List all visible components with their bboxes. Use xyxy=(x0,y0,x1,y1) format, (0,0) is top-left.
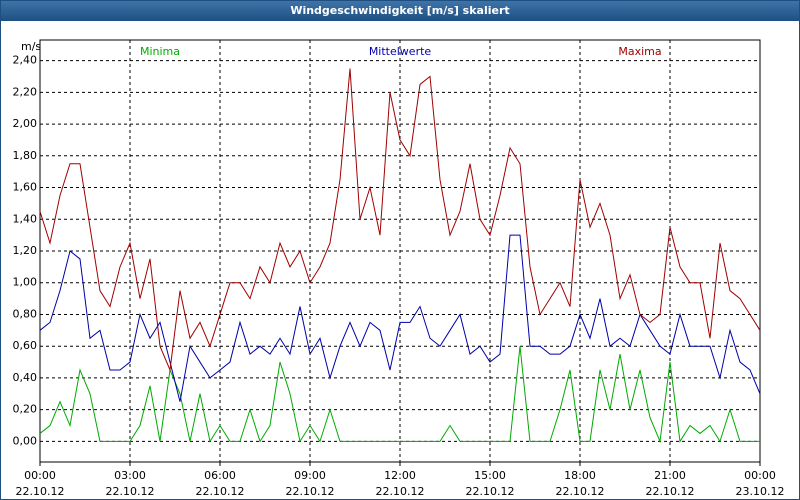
chart-title: Windgeschwindigkeit [m/s] skaliert xyxy=(1,1,799,21)
x-tick-label: 03:00 xyxy=(114,469,146,482)
y-tick-label: 0,00 xyxy=(13,434,38,447)
x-tick-date: 22.10.12 xyxy=(16,485,65,498)
chart: m/s 0,00 0,20 0,40 0,60 0,80 1,00 1,20 1,40 1,60… xyxy=(13,39,785,498)
x-tick-label: 06:00 xyxy=(204,469,236,482)
x-tick-label: 18:00 xyxy=(564,469,596,482)
y-tick-label: 0,60 xyxy=(13,339,38,352)
x-tick-label: 09:00 xyxy=(294,469,326,482)
y-tick-label: 1,40 xyxy=(13,212,38,225)
series-line xyxy=(39,68,761,372)
legend-entry: Maxima xyxy=(618,45,661,58)
x-tick-date: 22.10.12 xyxy=(646,485,695,498)
x-tick-date: 23.10.12 xyxy=(736,485,785,498)
x-tick-date: 22.10.12 xyxy=(196,485,245,498)
y-tick-label: 1,20 xyxy=(13,244,38,257)
legend-entry: Mittelwerte xyxy=(369,45,432,58)
x-tick-label: 21:00 xyxy=(654,469,686,482)
x-tick-date: 22.10.12 xyxy=(466,485,515,498)
y-tick-label: 1,80 xyxy=(13,149,38,162)
x-tick-label: 12:00 xyxy=(384,469,416,482)
x-tick-label: 00:00 xyxy=(744,469,776,482)
x-tick-date: 22.10.12 xyxy=(376,485,425,498)
y-tick-label: 2,40 xyxy=(13,54,38,67)
legend-entry: Minima xyxy=(140,45,180,58)
series-line xyxy=(39,346,760,444)
y-axis-label: m/s xyxy=(21,40,41,53)
y-tick-label: 0,40 xyxy=(13,371,38,384)
y-tick-label: 1,00 xyxy=(13,276,38,289)
x-tick-date: 22.10.12 xyxy=(286,485,335,498)
x-tick-label: 15:00 xyxy=(474,469,506,482)
y-tick-label: 0,20 xyxy=(13,403,38,416)
x-tick-label: 00:00 xyxy=(24,469,56,482)
x-tick-date: 22.10.12 xyxy=(106,485,155,498)
x-tick-date: 22.10.12 xyxy=(556,485,605,498)
y-tick-label: 2,20 xyxy=(13,85,38,98)
y-tick-label: 0,80 xyxy=(13,307,38,320)
y-tick-label: 2,00 xyxy=(13,117,38,130)
y-tick-label: 1,60 xyxy=(13,181,38,194)
